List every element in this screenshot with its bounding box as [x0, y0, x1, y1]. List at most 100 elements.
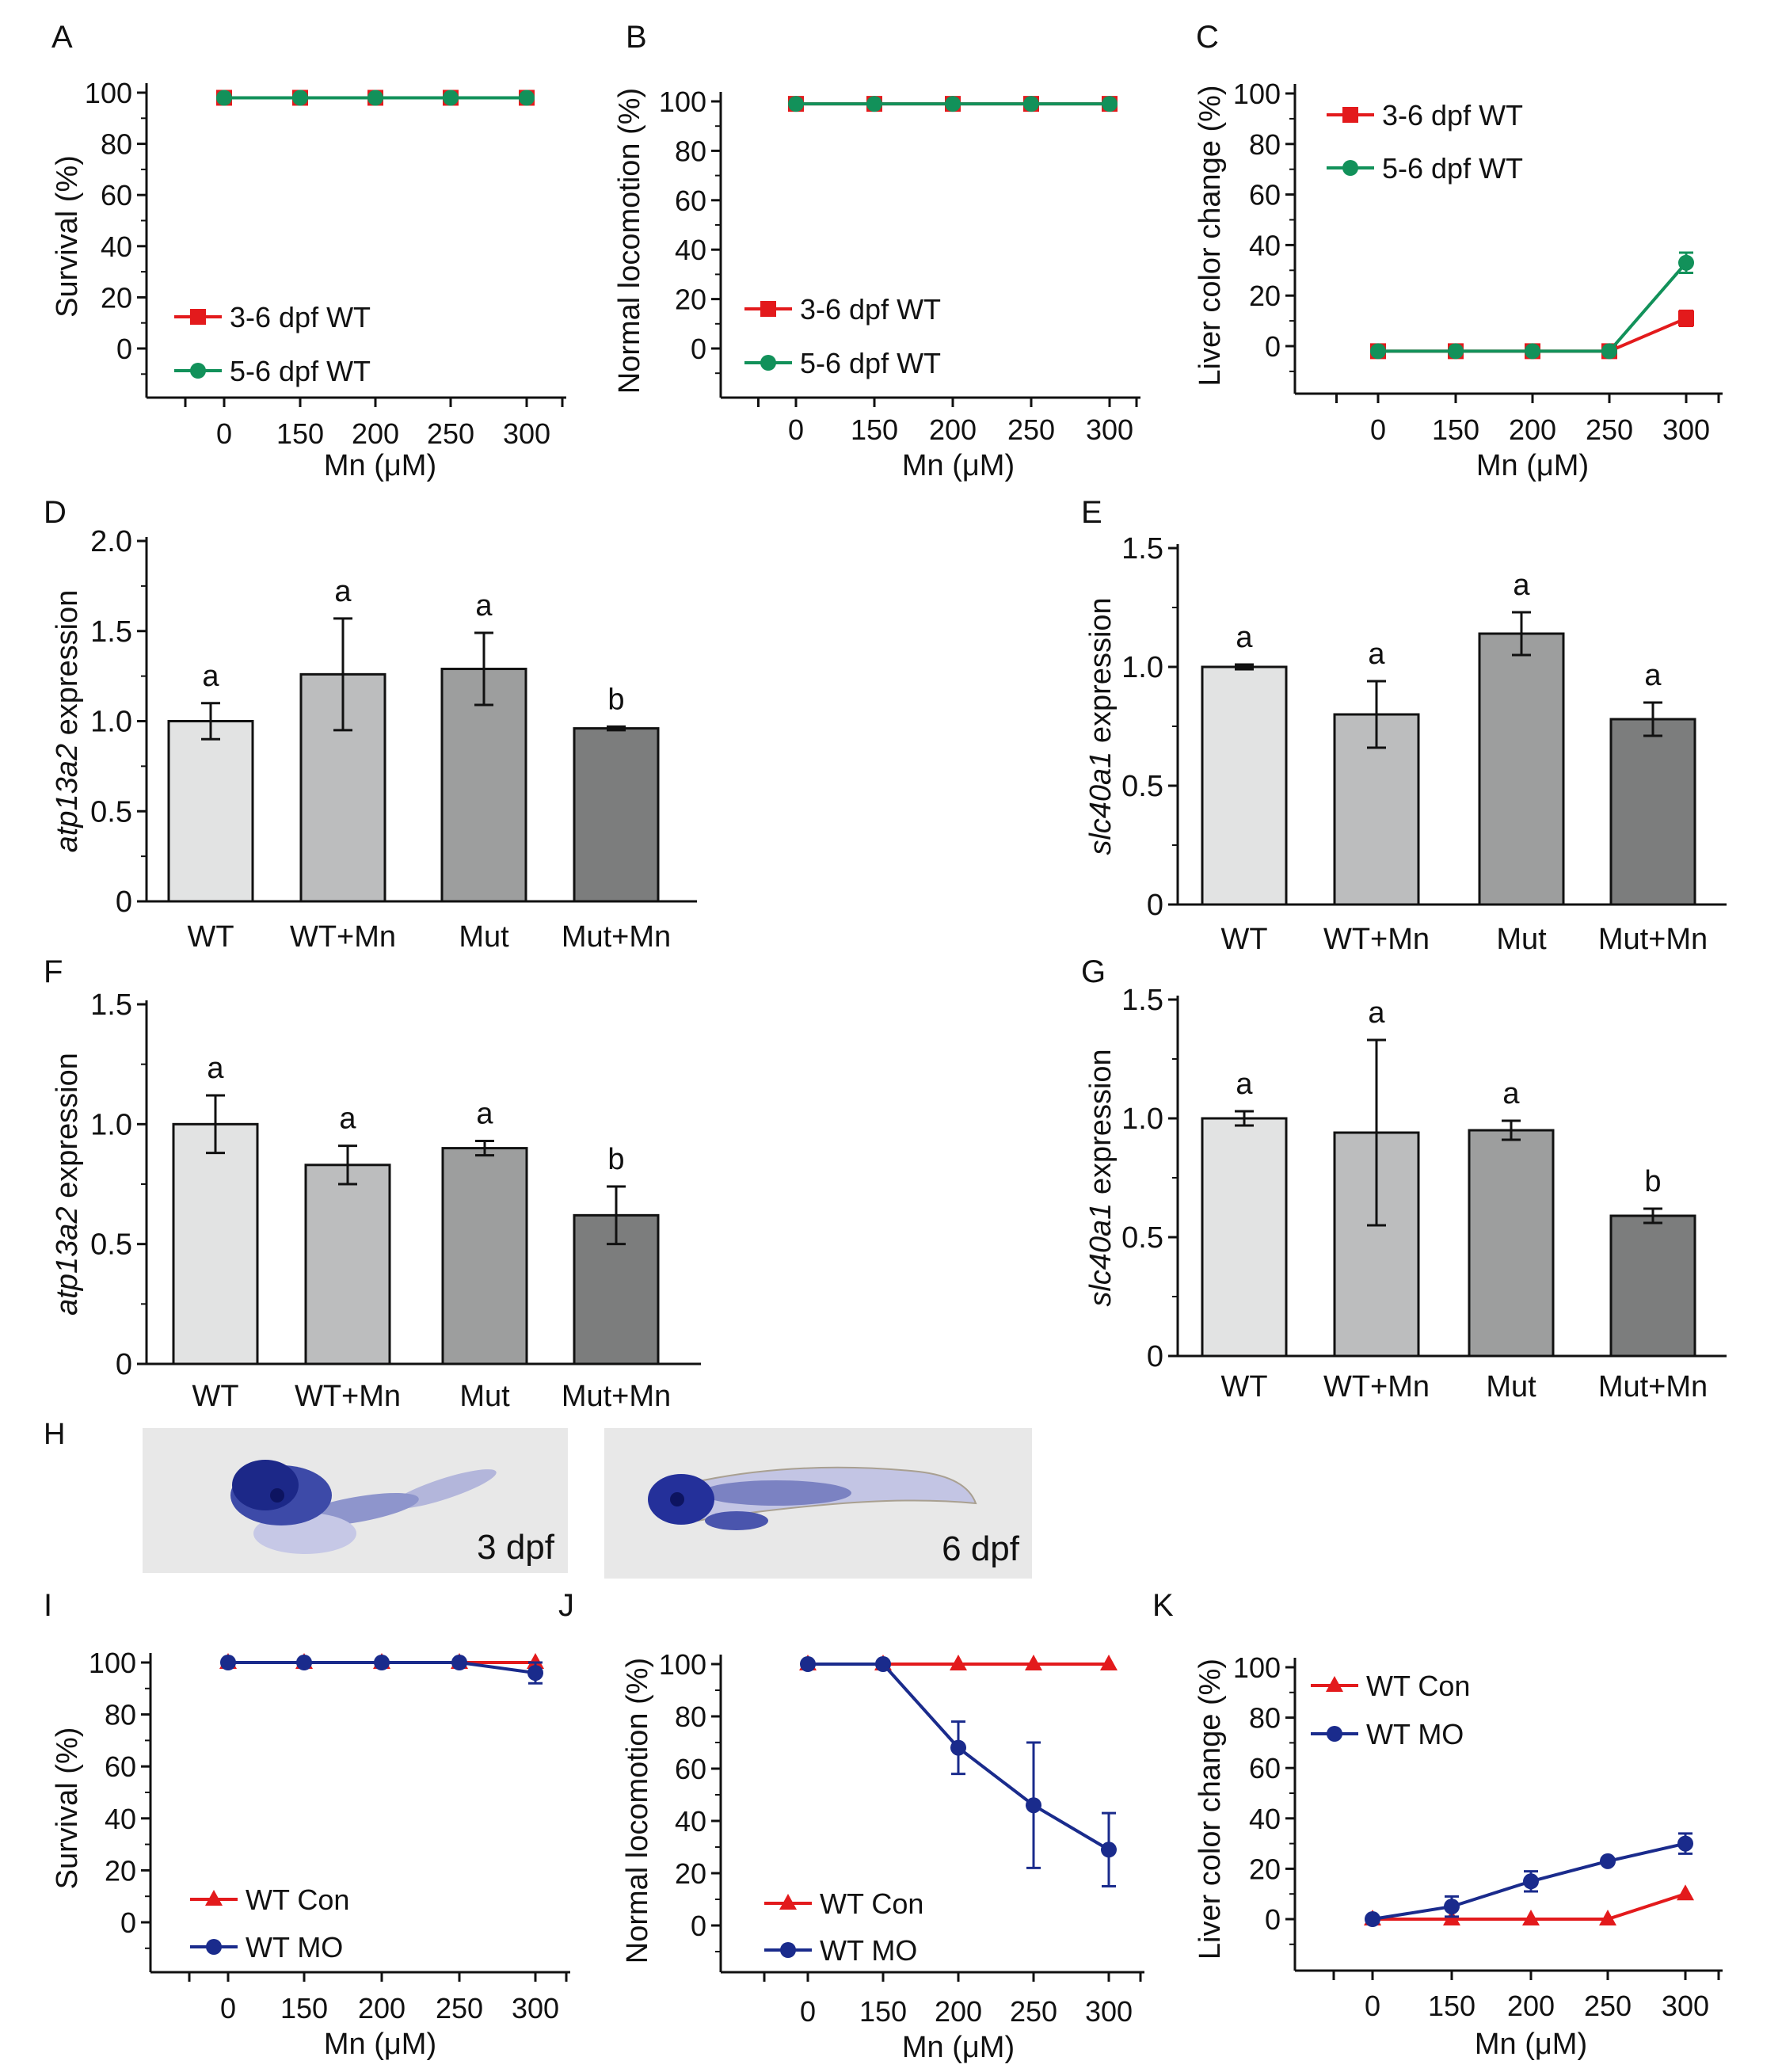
legend-marker	[1326, 1676, 1343, 1692]
y-axis-title-gene: slc40a1	[1084, 752, 1118, 855]
data-point	[950, 1739, 966, 1756]
legend-marker	[1342, 107, 1358, 123]
data-point	[1444, 1899, 1460, 1915]
panel-label: J	[558, 1588, 574, 1623]
y-tick-label: 40	[1249, 1803, 1281, 1835]
data-point	[367, 90, 383, 106]
legend-label: WT Con	[820, 1887, 923, 1920]
series-1: 5-6 dpf WT	[174, 90, 535, 387]
y-tick-label: 40	[101, 230, 132, 263]
x-tick-label: 200	[352, 417, 399, 450]
x-axis-title: Mn (μM)	[902, 2031, 1015, 2064]
data-point	[945, 96, 961, 112]
x-tick-label: 250	[1007, 413, 1055, 446]
data-point	[1100, 1655, 1118, 1670]
panel-k: K 0 20 40 60 80 100 0 150 200 250 300 Mn (μM) Liver c…	[1152, 1588, 1723, 2061]
bar-group-2: a Mut	[1478, 569, 1565, 956]
data-point	[950, 1655, 967, 1670]
legend-marker	[1327, 1726, 1342, 1742]
significance-letter: a	[1368, 996, 1385, 1030]
significance-letter: a	[339, 1103, 356, 1136]
y-tick-label: 20	[1249, 1853, 1281, 1885]
series-1: WT MO	[764, 1656, 1117, 1967]
y-tick-label: 0	[116, 333, 132, 365]
data-point	[1365, 1911, 1380, 1927]
x-tick-label: 300	[512, 1992, 559, 2024]
panel-label: B	[626, 20, 647, 55]
category-label: Mut	[1496, 923, 1547, 956]
significance-letter: a	[1513, 569, 1530, 602]
x-tick-label: 0	[1370, 413, 1386, 446]
category-label: WT+Mn	[290, 920, 396, 954]
legend-marker	[205, 1890, 223, 1906]
significance-letter: b	[1644, 1165, 1661, 1198]
series-0: 3-6 dpf WT	[744, 96, 1118, 326]
y-tick-label: 0	[1265, 330, 1281, 363]
panel-h: H 3 dpf 6 dpf	[44, 1418, 1032, 1579]
y-axis-title-suffix: expression	[1084, 597, 1118, 751]
panel-b: B 0 20 40 60 80 100 0 150 200 250 300 Mn (μM) Normal …	[613, 20, 1140, 482]
x-tick-label: 0	[800, 1995, 816, 2028]
data-point	[443, 90, 459, 106]
legend-label: 5-6 dpf WT	[800, 347, 941, 379]
y-tick-label: 1.0	[1121, 1103, 1163, 1136]
y-tick-label: 20	[675, 284, 706, 316]
legend-marker	[190, 309, 206, 325]
x-tick-label: 300	[1662, 413, 1710, 446]
data-point	[527, 1665, 543, 1682]
y-tick-label: 0	[1147, 1340, 1163, 1373]
category-label: WT	[1220, 923, 1267, 956]
legend-label: 3-6 dpf WT	[230, 301, 371, 333]
y-tick-label: 100	[1233, 1651, 1281, 1684]
y-tick-label: 80	[1249, 128, 1281, 161]
y-axis-title-suffix: expression	[51, 1053, 84, 1206]
y-axis-title-suffix: expression	[51, 590, 84, 744]
x-axis-title: Mn (μM)	[1476, 449, 1589, 482]
x-tick-label: 150	[276, 417, 324, 450]
y-tick-label: 20	[105, 1854, 136, 1887]
series-1: WT MO	[1311, 1718, 1693, 1927]
data-point	[1678, 310, 1694, 326]
x-axis-title: Mn (μM)	[902, 449, 1015, 482]
bar-group-3: b Mut+Mn	[562, 683, 671, 954]
series-1: 5-6 dpf WT	[1327, 152, 1694, 360]
x-tick-label: 200	[935, 1995, 982, 2028]
category-label: Mut+Mn	[1598, 923, 1708, 956]
image-caption-6dpf: 6 dpf	[942, 1529, 1020, 1568]
data-point	[1601, 343, 1617, 360]
data-point	[800, 1656, 816, 1672]
data-point	[1102, 96, 1118, 112]
x-tick-label: 300	[503, 417, 550, 450]
y-tick-label: 60	[105, 1750, 136, 1783]
data-point	[296, 1655, 312, 1670]
y-tick-label: 60	[1249, 1752, 1281, 1784]
significance-letter: b	[607, 1143, 624, 1176]
data-point	[1522, 1910, 1540, 1925]
x-tick-label: 150	[1428, 1990, 1475, 2022]
y-tick-label: 0.5	[1121, 770, 1163, 803]
bar	[441, 1147, 528, 1365]
legend-label: 3-6 dpf WT	[1382, 99, 1523, 131]
x-tick-label: 200	[1509, 413, 1556, 446]
y-tick-label: 60	[1249, 179, 1281, 211]
data-point	[875, 1656, 891, 1672]
y-tick-label: 0	[1265, 1903, 1281, 1936]
y-tick-label: 0.5	[90, 795, 132, 828]
x-axis-title: Mn (μM)	[324, 449, 436, 482]
bar-group-3: a Mut+Mn	[1598, 659, 1708, 956]
significance-letter: a	[207, 1052, 224, 1085]
bar-group-0: a WT	[167, 660, 254, 954]
legend-label: 5-6 dpf WT	[1382, 152, 1523, 185]
x-tick-label: 0	[220, 1992, 236, 2024]
category-label: Mut	[459, 1380, 510, 1413]
y-axis-title-gene: atp13a2	[51, 744, 84, 852]
y-tick-label: 20	[101, 281, 132, 314]
x-tick-label: 150	[1432, 413, 1479, 446]
x-tick-label: 200	[358, 1992, 406, 2024]
bar	[1609, 718, 1696, 906]
y-axis-title: Normal locomotion (%)	[613, 88, 646, 394]
bar-group-1: a WT+Mn	[290, 575, 396, 954]
